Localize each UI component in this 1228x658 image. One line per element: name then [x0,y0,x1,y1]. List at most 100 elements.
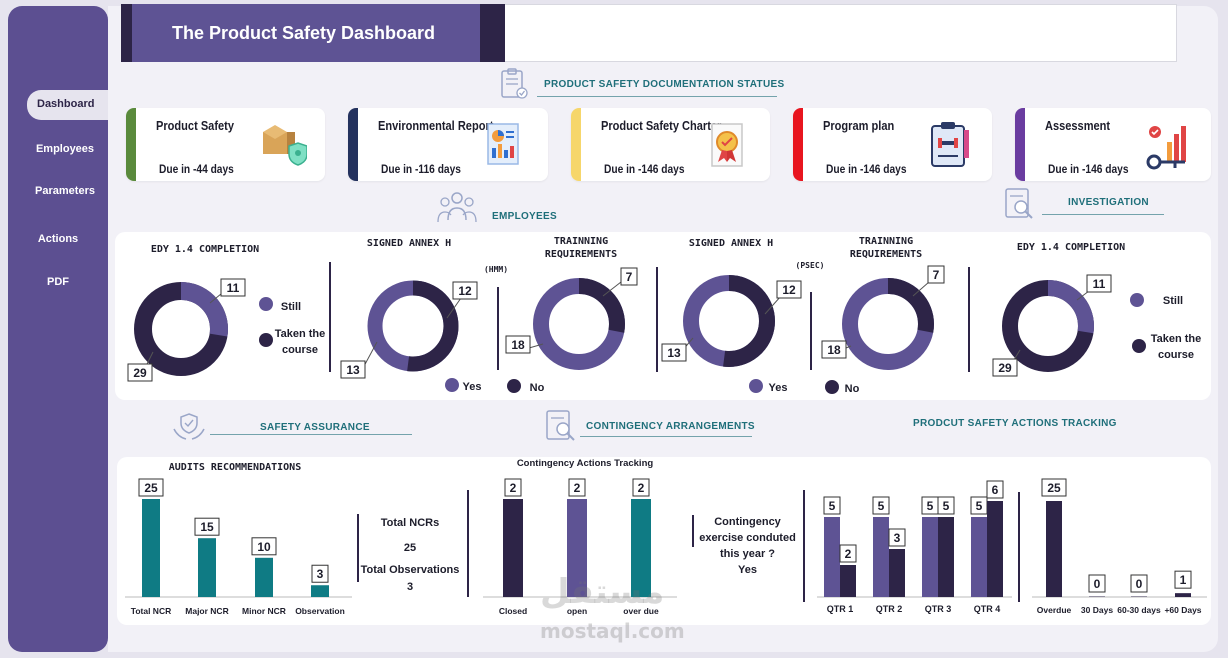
legend-swatch [1130,293,1144,307]
sidebar-item-employees[interactable]: Employees [8,143,108,155]
sidebar-item-dashboard[interactable]: Dashboard [27,90,108,120]
donut-slice [367,280,459,372]
bar [922,517,938,597]
data-label-box [992,358,1018,377]
legend-label: course [1158,349,1194,361]
data-label-text: 1 [1180,573,1187,587]
sidebar-item-pdf[interactable]: PDF [8,276,108,288]
bar-value-label: 5 [921,496,939,515]
chart-title: EDY 1.4 COMPLETION [151,244,259,255]
donut-slice [134,282,228,376]
chart-title: REQUIREMENTS [545,249,617,260]
data-label-text: 11 [227,281,240,295]
divider [329,262,331,372]
document-card[interactable]: Product Safety Charter Due in -146 days [571,108,770,181]
bar [1175,593,1191,597]
legend-label: course [282,344,318,356]
data-label-text: 13 [667,346,681,360]
card-title: Environmental Report [378,118,494,133]
donut-slice [683,275,775,367]
section-employees-title: EMPLOYEES [492,211,557,222]
employees-panel [115,232,1211,400]
chart-title: AUDITS RECOMMENDATIONS [169,462,301,473]
page-title: The Product Safety Dashboard [132,4,480,62]
donut-training-hmm [533,278,625,370]
document-card[interactable]: Assessment Due in -146 days [1015,108,1211,181]
data-label-text: 5 [927,499,934,513]
data-label: 13 [340,360,366,379]
chart-title: TRAINNING [859,236,913,247]
card-status-bar [126,108,136,181]
tick-label: Total NCR [131,606,171,616]
data-label-text: 6 [992,483,999,497]
data-label-box [839,544,857,563]
bar-value-label: 3 [888,528,906,547]
tick-label: Minor NCR [242,606,286,616]
legend-label: Still [281,301,301,313]
tick-label: Major NCR [185,606,228,616]
exercise-question-line3: this year ? [719,548,776,560]
legend-label: Yes [463,381,482,393]
data-label-text: 2 [638,481,645,495]
data-label-text: 2 [574,481,581,495]
document-search-icon [546,410,575,441]
data-label-text: 18 [827,343,841,357]
legend-label: Taken the [1151,333,1202,345]
card-status-bar [793,108,803,181]
bar [1131,596,1147,597]
data-label-box [194,517,220,536]
bar [631,499,651,597]
data-label-text: 5 [829,499,836,513]
employees-charts: EDY 1.4 COMPLETION 11 29 Still Taken the cour… [127,236,1202,395]
document-card[interactable]: Product Safety Due in -44 days [126,108,325,181]
legend-label: No [530,382,545,394]
data-label-box [927,265,945,284]
package-shield-icon [263,125,307,166]
data-label-box [220,278,246,297]
data-label: 12 [452,281,478,300]
sidebar-item-label: Parameters [35,185,95,197]
bar-value-label: 0 [1088,574,1106,593]
data-label-text: 5 [943,499,950,513]
document-card[interactable]: Program plan Due in -146 days [793,108,992,181]
bar [873,517,889,597]
total-ncrs-label: Total NCRs [380,517,440,529]
data-label-text: 0 [1136,577,1143,591]
clipboard-check-icon [501,68,528,99]
tick-label: over due [623,606,659,616]
bar-value-label: 2 [632,478,650,497]
divider [968,267,970,372]
data-label-box [505,335,531,354]
data-label-box [937,496,955,515]
donut-annex-hmm [367,280,459,372]
divider [537,96,777,97]
data-label-text: 29 [998,361,1012,375]
data-label-text: 15 [200,520,214,534]
data-label: 13 [661,343,687,362]
chart-tag: (HMM) [484,265,508,274]
data-label-text: 25 [144,481,158,495]
chart-tag: (PSEC) [796,261,825,270]
data-label-box [452,281,478,300]
bar [1089,596,1105,597]
donut-slice [1002,280,1094,372]
divider [1042,214,1164,215]
total-observations-value: 3 [406,581,414,593]
sidebar-item-actions[interactable]: Actions [8,233,108,245]
card-title: Product Safety Charter [601,118,722,133]
sidebar-item-label: PDF [47,276,69,288]
document-card[interactable]: Environmental Report Due in -116 days [348,108,548,181]
sidebar-item-parameters[interactable]: Parameters [8,185,108,197]
card-due: Due in -116 days [381,162,461,176]
data-label-box [568,478,586,497]
data-label-text: 7 [626,270,633,284]
card-status-bar [348,108,358,181]
data-label-text: 2 [510,481,517,495]
data-label-box [340,360,366,379]
data-label-box [1086,274,1112,293]
data-label-text: 0 [1094,577,1101,591]
data-label-text: 12 [782,283,796,297]
tick-label: QTR 3 [925,604,952,614]
certificate-icon [711,123,743,167]
card-due: Due in -44 days [159,162,234,176]
